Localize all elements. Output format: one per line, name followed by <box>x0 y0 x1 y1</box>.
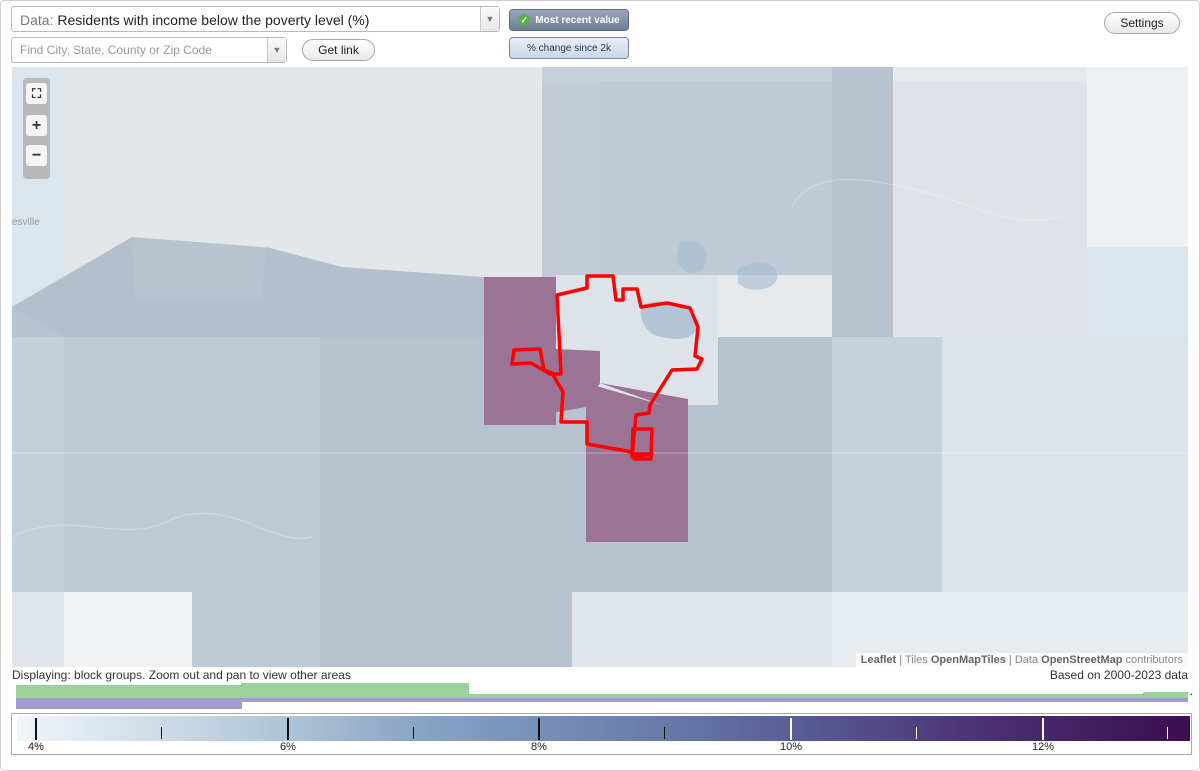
data-select-value: Residents with income below the poverty … <box>57 12 370 28</box>
legend-label: 6% <box>280 741 296 753</box>
legend-label: 10% <box>779 741 803 753</box>
legend-tick <box>790 718 792 740</box>
legend-gradient <box>17 716 1190 741</box>
lake <box>676 240 707 274</box>
lake <box>737 262 778 290</box>
color-legend: 4% 6% 8% 10% 12% <box>11 713 1192 755</box>
lake <box>640 301 698 339</box>
histogram-all-areas <box>16 683 1188 698</box>
legend-tick <box>413 727 414 739</box>
block-group <box>542 67 832 81</box>
legend-tick <box>538 718 540 740</box>
most-recent-value-toggle[interactable]: ✓ Most recent value <box>509 9 629 31</box>
block-group <box>12 237 484 337</box>
zoom-control: ⛶ + − <box>23 78 50 179</box>
block-group <box>572 592 832 667</box>
distribution-histogram: ? <box>16 683 1192 709</box>
block-group <box>542 81 600 277</box>
zoom-in-icon[interactable]: + <box>26 115 47 136</box>
block-group <box>832 67 893 337</box>
legend-label: 12% <box>1031 741 1055 753</box>
data-select-prefix: Data: <box>20 12 54 28</box>
most-recent-value-label: Most recent value <box>535 14 620 26</box>
block-group <box>942 337 1188 592</box>
partial-place-label: esville <box>12 217 40 228</box>
percent-change-toggle[interactable]: % change since 2k <box>509 37 629 59</box>
zoom-out-icon[interactable]: − <box>26 145 47 166</box>
settings-button[interactable]: Settings <box>1104 12 1180 34</box>
location-search-field[interactable]: ▼ <box>11 37 287 63</box>
legend-tick <box>287 718 289 740</box>
chevron-down-icon[interactable]: ▼ <box>480 7 499 31</box>
legend-tick <box>1042 718 1044 740</box>
chevron-down-icon[interactable]: ▼ <box>267 38 286 62</box>
leaflet-link[interactable]: Leaflet <box>860 654 897 666</box>
histogram-current-areas <box>16 698 1188 702</box>
displaying-status: Displaying: block groups. Zoom out and p… <box>12 668 351 682</box>
map-attribution: Leaflet | Tiles OpenMapTiles | Data Open… <box>855 653 1188 667</box>
percent-change-label: % change since 2k <box>527 42 611 54</box>
legend-tick <box>161 727 162 739</box>
legend-tick <box>35 718 37 740</box>
block-group <box>832 337 942 592</box>
selected-area-boundary <box>510 274 704 461</box>
data-range-note: Based on 2000-2023 data <box>1049 668 1188 682</box>
block-group <box>1087 247 1188 337</box>
get-link-button[interactable]: Get link <box>302 39 375 61</box>
road <box>791 179 1063 221</box>
legend-label: 4% <box>28 741 44 753</box>
legend-label: 8% <box>531 741 547 753</box>
block-group <box>893 81 1087 337</box>
openstreetmap-link[interactable]: OpenStreetMap <box>1041 654 1123 666</box>
block-group <box>1087 67 1188 247</box>
fullscreen-icon[interactable]: ⛶ <box>26 83 47 104</box>
openmaptiles-link[interactable]: OpenMapTiles <box>930 654 1006 666</box>
histogram-unknown-marker: ? <box>1190 692 1192 703</box>
map-canvas[interactable]: esville ⛶ + − Leaflet | Tiles OpenMapTil… <box>12 67 1188 667</box>
block-group <box>64 592 192 667</box>
histogram-current-peak <box>16 702 242 709</box>
legend-tick <box>916 727 917 739</box>
location-search-input[interactable] <box>12 38 283 62</box>
data-variable-select[interactable]: Data: Residents with income below the po… <box>11 6 500 32</box>
choropleth-layer <box>12 67 1188 667</box>
checkmark-icon: ✓ <box>518 14 531 26</box>
block-group <box>600 81 832 275</box>
legend-tick <box>1167 727 1168 739</box>
legend-tick <box>664 727 665 739</box>
river <box>12 512 313 539</box>
high-poverty-block-group <box>586 383 688 542</box>
